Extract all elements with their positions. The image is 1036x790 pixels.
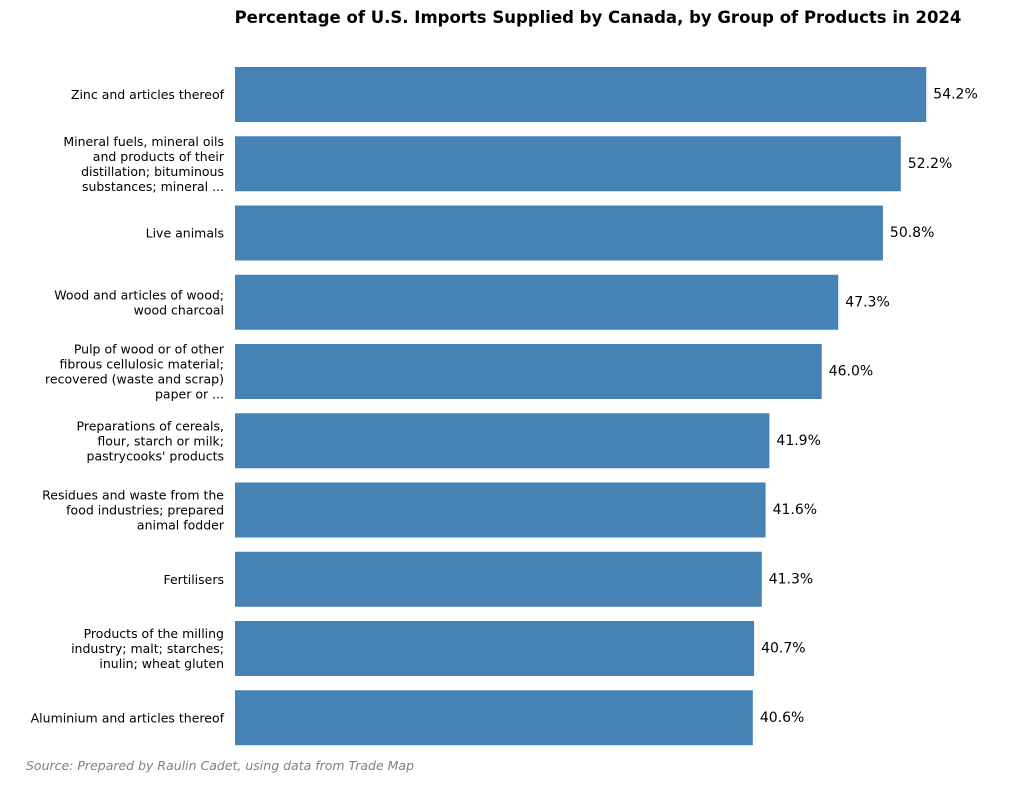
bar (235, 274, 839, 330)
bar-value-label: 54.2% (933, 87, 977, 103)
bar-value-label: 41.3% (769, 571, 813, 587)
bar (235, 344, 822, 399)
chart-title: Percentage of U.S. Imports Supplied by C… (235, 8, 962, 27)
bar-value-label: 40.7% (761, 641, 805, 657)
bar-value-label: 40.6% (760, 710, 804, 726)
category-label: Fertilisers (163, 572, 224, 587)
source-note: Source: Prepared by Raulin Cadet, using … (26, 758, 414, 773)
bar-value-label: 46.0% (829, 364, 873, 380)
bar-value-label: 47.3% (845, 294, 889, 310)
bar (235, 413, 770, 469)
bar-value-label: 41.6% (773, 502, 817, 518)
category-label: Preparations of cereals, flour, starch or… (77, 418, 224, 463)
bar (235, 690, 753, 746)
category-label: Residues and waste from the food industri… (42, 488, 225, 533)
category-label: Pulp of wood or of other fibrous cellulos… (45, 342, 225, 402)
bar-value-label: 50.8% (890, 225, 934, 241)
category-label: Aluminium and articles thereof (31, 710, 225, 725)
category-label: Mineral fuels, mineral oils and products … (63, 134, 225, 194)
bar (235, 621, 755, 676)
bar (235, 482, 766, 538)
category-label: Wood and articles of wood; wood charcoal (54, 287, 224, 317)
bar-value-label: 52.2% (908, 156, 952, 172)
category-labels: Zinc and articles thereof Mineral fuels, … (31, 87, 225, 725)
bar (235, 205, 883, 261)
category-label: Zinc and articles thereof (71, 87, 225, 102)
value-labels: 54.2% 52.2% 50.8% 47.3% 46.0% 41.9% 41.6% 41.3%… (760, 87, 978, 726)
bar (235, 136, 901, 192)
bar-value-label: 41.9% (776, 433, 820, 449)
category-label: Live animals (146, 226, 224, 241)
bar (235, 551, 762, 607)
bars-layer (235, 67, 927, 746)
bar (235, 67, 927, 122)
category-label: Products of the milling industry; malt; s… (71, 626, 224, 671)
